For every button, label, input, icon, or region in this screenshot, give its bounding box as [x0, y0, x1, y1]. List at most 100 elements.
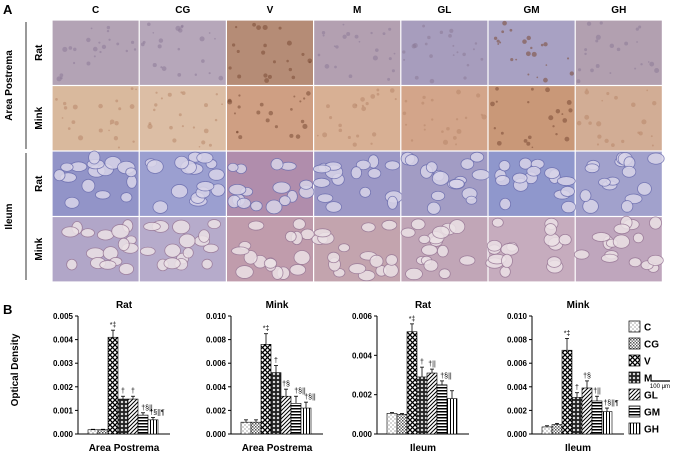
legend-item: V [628, 354, 651, 368]
chart-title: Rat [116, 300, 133, 311]
bar [406, 331, 418, 435]
bar-chart: Mink 0.000 0.002 0.004 0.006 0.008 0.010 *‡ † †§ †… [507, 300, 624, 454]
y-tick-label: 0.003 [53, 359, 74, 368]
legend-swatch [628, 388, 641, 401]
micrograph-tile [139, 86, 226, 151]
bar [250, 421, 262, 435]
micrograph-tile [314, 86, 401, 151]
significance-label: † [121, 388, 125, 395]
y-tick-label: 0.008 [206, 336, 227, 345]
y-tick-label: 0.002 [53, 383, 74, 392]
micrograph-tile [227, 151, 315, 216]
row-label: Mink [34, 237, 45, 260]
significance-label: †§ [282, 381, 290, 388]
y-tick-label: 0.004 [352, 351, 373, 360]
micrograph-tile [52, 217, 139, 282]
significance-label: *‡ [409, 316, 416, 323]
micrograph-tile [139, 20, 226, 85]
significance-label: †|| [428, 361, 436, 368]
bar [127, 398, 139, 435]
legend-item: CG [628, 337, 659, 351]
significance-label: †§|| [141, 405, 153, 412]
y-tick-label: 0.002 [507, 406, 528, 415]
y-tick-label: 0.004 [206, 383, 227, 392]
column-header: M [353, 5, 361, 16]
legend-swatch [628, 337, 641, 350]
legend-swatch [628, 371, 641, 384]
micrograph-tile [314, 20, 401, 85]
y-tick-label: 0.001 [53, 406, 74, 415]
scale-bar-label: 100 μm [650, 384, 670, 390]
significance-label: † [131, 388, 135, 395]
x-axis-label: Ileum [410, 443, 436, 454]
legend-label: GL [644, 391, 658, 402]
significance-label: *‡ [263, 326, 270, 333]
legend: C CG VM GL GM GH [628, 320, 660, 436]
legend-label: C [644, 323, 651, 334]
y-tick-label: 0.000 [352, 430, 373, 439]
micrograph-tile [52, 20, 139, 85]
column-header: GM [524, 5, 540, 16]
y-tick-label: 0.005 [53, 312, 74, 321]
significance-label: †§||¶ [603, 400, 618, 407]
micrograph-tile [400, 151, 491, 216]
significance-label: † [575, 385, 579, 392]
column-header: V [267, 5, 274, 16]
bar [117, 398, 129, 435]
significance-label: †|| [593, 388, 601, 395]
y-tick-label: 0.010 [507, 312, 528, 321]
bar [270, 372, 282, 435]
legend-swatch [628, 354, 641, 367]
bar [541, 426, 553, 435]
legend-item: GM [628, 405, 660, 419]
bar [446, 398, 458, 435]
bar [260, 344, 272, 435]
y-tick-label: 0.004 [53, 336, 74, 345]
column-header: CG [175, 5, 190, 16]
bar [561, 349, 573, 435]
bar-chart: Rat 0.000 0.001 0.002 0.003 0.004 0.005 *‡ † † †§|… [53, 300, 170, 454]
region-label: Area Postrema [4, 50, 15, 121]
micrograph-tile [139, 217, 226, 282]
chart-title: Rat [415, 300, 432, 311]
legend-label: V [644, 357, 651, 368]
legend-label: M [644, 374, 652, 385]
y-tick-label: 0.006 [206, 359, 227, 368]
legend-item: GL [628, 388, 658, 402]
region-label: Ileum [4, 203, 15, 229]
bar-chart: Rat 0.000 0.002 0.004 0.006 *‡ † †|| †§|| Ileum [352, 300, 469, 454]
bar-chart: Mink 0.000 0.002 0.004 0.006 0.008 0.010 *‡ † †§ †… [206, 300, 323, 454]
panel-a-letter: A [3, 2, 13, 17]
bar [137, 414, 149, 435]
row-label: Rat [34, 175, 45, 192]
micrograph-tile [312, 151, 403, 216]
significance-label: *‡ [110, 322, 117, 329]
x-axis-label: Area Postrema [89, 443, 160, 454]
column-header: C [92, 5, 99, 16]
significance-label: †§|| [440, 373, 452, 380]
y-axis-label: Optical Density [10, 333, 21, 406]
legend-label: CG [644, 340, 659, 351]
micrograph-tile [401, 20, 488, 85]
bar [426, 372, 438, 435]
micrograph-tile [488, 20, 575, 85]
micrograph-tile [575, 20, 662, 85]
micrograph-tile [401, 86, 488, 151]
row-label: Mink [34, 106, 45, 129]
significance-label: †§|| [294, 388, 306, 395]
micrograph-tile [485, 217, 575, 282]
chart-title: Mink [567, 300, 590, 311]
micrograph-tile [227, 20, 313, 85]
micrograph-tile [488, 86, 575, 151]
row-labels: Rat Mink Rat Mink Area Postrema Ileum [4, 22, 45, 280]
y-tick-label: 0.008 [507, 336, 528, 345]
bar [107, 336, 119, 435]
significance-label: † [420, 359, 424, 366]
legend-swatch [628, 405, 641, 418]
y-tick-label: 0.000 [53, 430, 74, 439]
micrograph-tile [311, 217, 401, 282]
x-axis-label: Area Postrema [242, 443, 313, 454]
micrograph-tile [488, 151, 577, 216]
bar [591, 400, 603, 435]
